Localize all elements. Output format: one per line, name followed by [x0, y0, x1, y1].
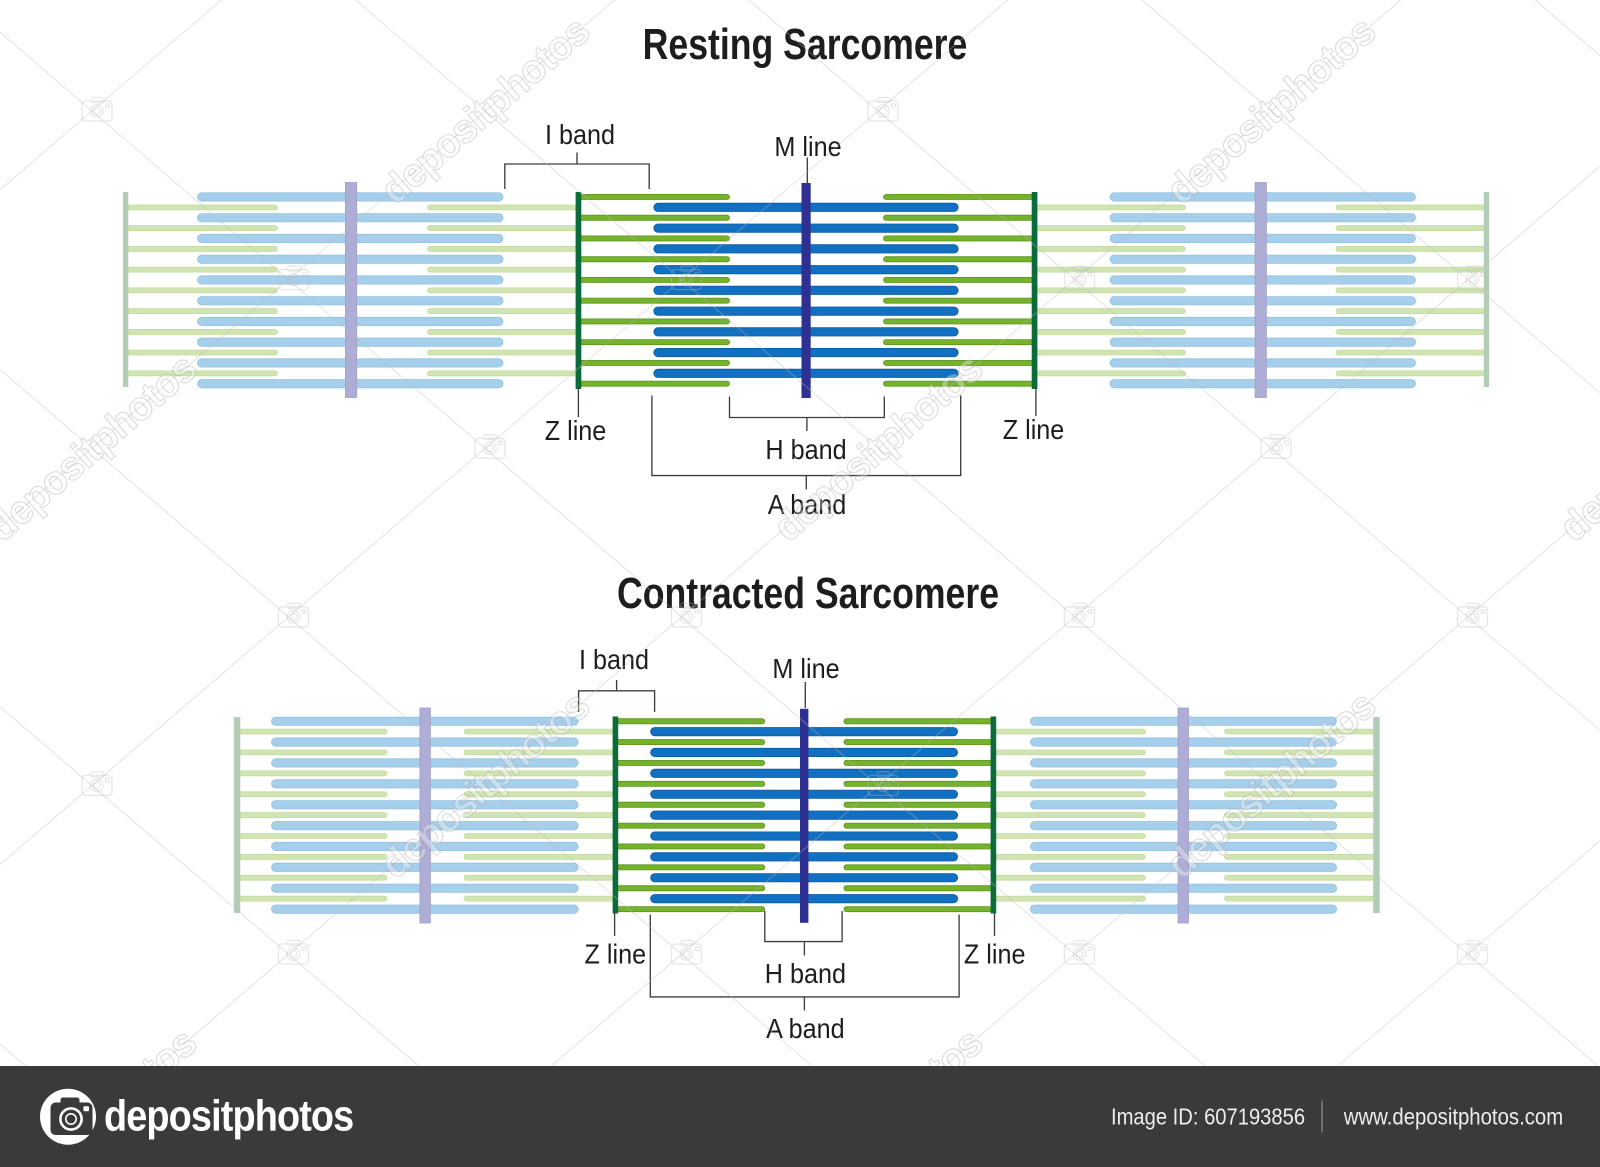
svg-text:depositphotos: depositphotos — [104, 1091, 353, 1140]
svg-text:Z line: Z line — [1003, 414, 1065, 446]
svg-text:M line: M line — [774, 131, 841, 163]
svg-text:A band: A band — [766, 1013, 844, 1045]
svg-text:Resting Sarcomere: Resting Sarcomere — [643, 21, 968, 69]
svg-text:Image ID: 607193856: Image ID: 607193856 — [1111, 1103, 1305, 1130]
svg-text:H band: H band — [765, 958, 846, 990]
svg-text:H band: H band — [765, 434, 846, 466]
svg-text:A band: A band — [768, 489, 846, 521]
svg-text:M line: M line — [772, 653, 839, 685]
svg-text:www.depositphotos.com: www.depositphotos.com — [1343, 1104, 1563, 1130]
svg-text:Z line: Z line — [964, 938, 1026, 970]
svg-text:I band: I band — [579, 644, 649, 676]
svg-text:Contracted Sarcomere: Contracted Sarcomere — [617, 570, 999, 618]
svg-text:Z line: Z line — [585, 938, 647, 970]
svg-text:Z line: Z line — [545, 415, 607, 447]
svg-text:I band: I band — [545, 119, 615, 151]
